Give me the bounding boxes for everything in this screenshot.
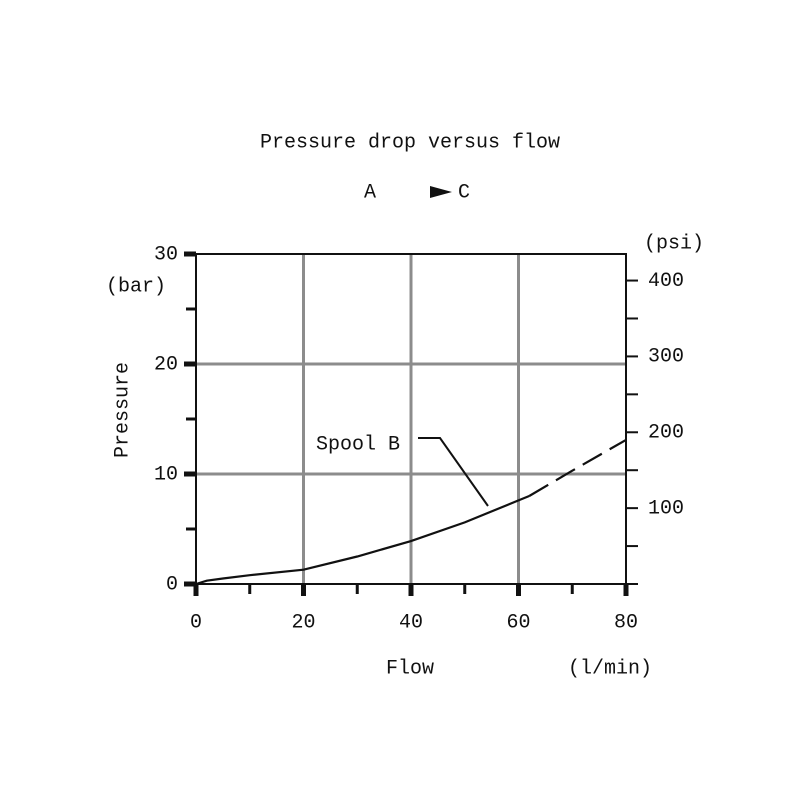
y-axis-label: Pressure [111,362,134,458]
y-tick-label: 20 [154,353,178,376]
subtitle-to: C [458,181,470,204]
series-leader [418,437,489,507]
subtitle-arrow [430,186,452,198]
y2-tick-label: 100 [648,497,684,520]
y2-tick-label: 400 [648,270,684,293]
x-tick-label: 40 [399,611,423,634]
y-unit: (bar) [106,275,166,298]
line-series [195,494,530,586]
subtitle-from: A [364,181,376,204]
chart-title: Pressure drop versus flow [260,131,560,154]
y-tick-label: 0 [166,573,178,596]
x-tick-label: 80 [614,611,638,634]
x-tick-label: 20 [291,611,315,634]
y-tick-label: 30 [154,243,178,266]
y2-tick-label: 200 [648,422,684,445]
y-tick-label: 10 [154,463,178,486]
x-axis-label: Flow [386,657,434,680]
y2-unit: (psi) [644,232,704,255]
series-label: Spool B [316,433,400,456]
x-unit: (l/min) [568,657,652,680]
x-tick-label: 60 [506,611,530,634]
line-series [528,438,627,497]
x-tick-label: 0 [190,611,202,634]
y2-tick-label: 300 [648,346,684,369]
